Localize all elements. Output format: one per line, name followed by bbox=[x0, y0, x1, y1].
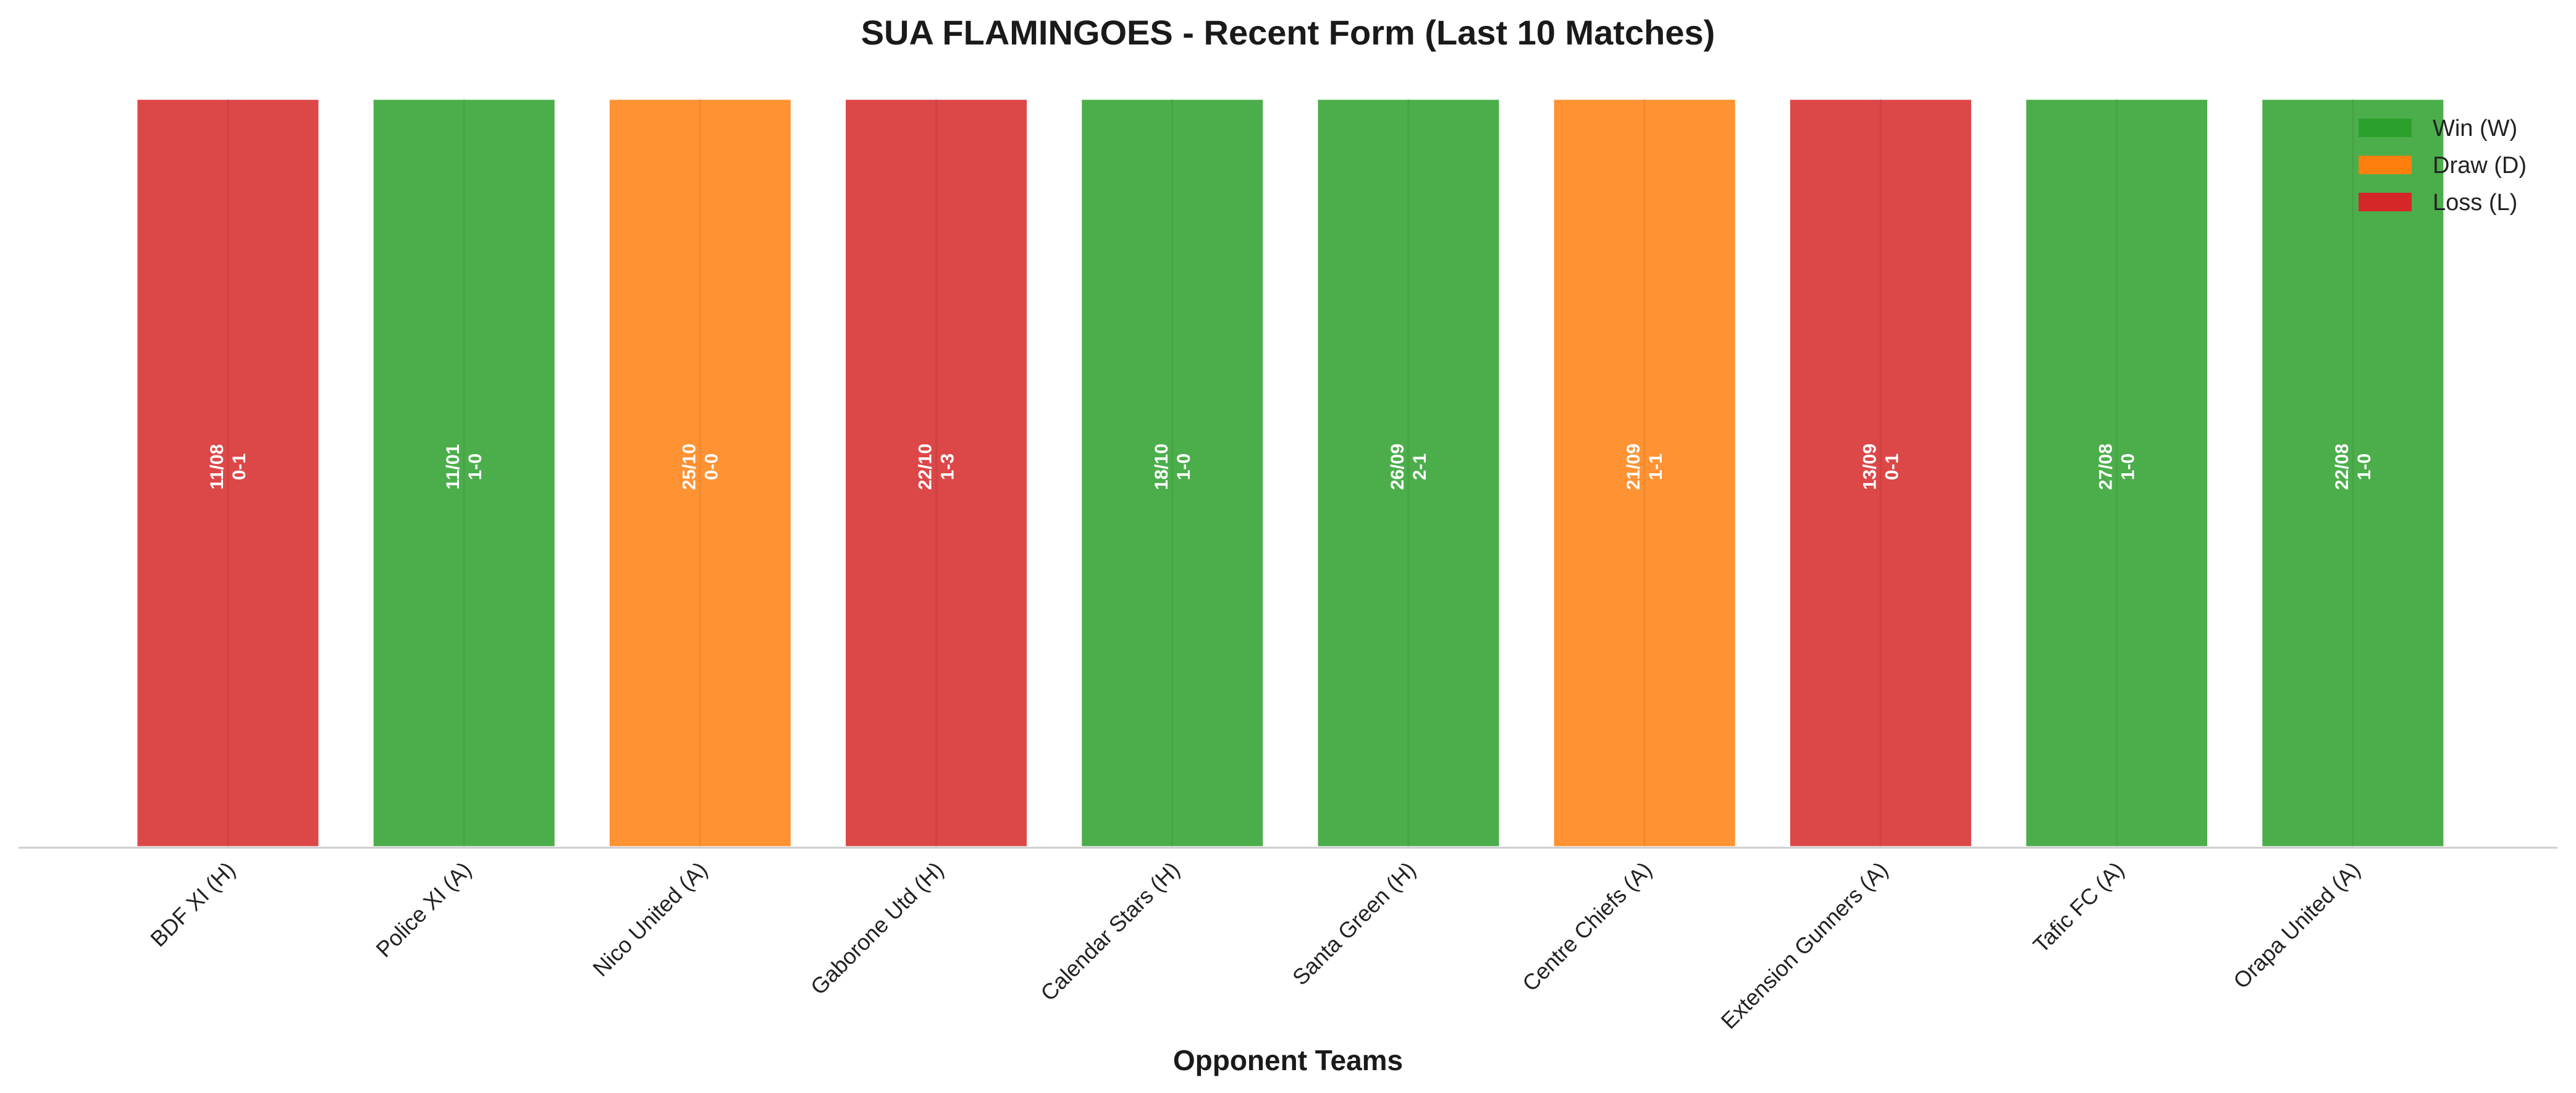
bar-label-9: 27/08 1-0 bbox=[2096, 444, 2139, 490]
bar-10 bbox=[2259, 96, 2447, 850]
x-tick-label-2: Police XI (A) bbox=[371, 857, 476, 962]
bar-score: 1-0 bbox=[2118, 454, 2139, 480]
bar-label-4: 22/10 1-3 bbox=[915, 444, 958, 490]
x-tick-label-4: Gaborone Utd (H) bbox=[806, 857, 948, 1000]
x-tick-label-10: Orapa United (A) bbox=[2228, 857, 2365, 994]
bars-group: 11/08 0-1 11/01 1-0 25/10 0-0 22/10 1-3 18/10 1-0… bbox=[134, 96, 2447, 850]
legend-swatch-w bbox=[2359, 119, 2412, 137]
bar-7 bbox=[1551, 96, 1738, 850]
chart-title: SUA FLAMINGOES - Recent Form (Last 10 Ma… bbox=[861, 13, 1715, 52]
legend-swatch-d bbox=[2359, 156, 2412, 174]
bar-date: 11/01 bbox=[443, 444, 463, 489]
bar-2 bbox=[370, 96, 558, 850]
bar-score: 0-0 bbox=[701, 454, 722, 480]
bar-score: 1-0 bbox=[2354, 454, 2375, 480]
bar-label-6: 26/09 2-1 bbox=[1387, 444, 1430, 490]
bar-date: 18/10 bbox=[1151, 444, 1172, 490]
bar-label-5: 18/10 1-0 bbox=[1151, 444, 1194, 490]
legend-label-d: Draw (D) bbox=[2433, 153, 2527, 179]
bar-score: 1-0 bbox=[465, 454, 486, 480]
bar-score: 0-1 bbox=[1882, 454, 1902, 480]
x-tick-label-7: Centre Chiefs (A) bbox=[1517, 857, 1657, 997]
x-tick-label-3: Nico United (A) bbox=[587, 857, 712, 982]
bar-score: 2-1 bbox=[1410, 454, 1430, 480]
bar-date: 11/08 bbox=[207, 444, 227, 489]
bar-label-3: 25/10 0-0 bbox=[679, 444, 722, 490]
x-tick-label-8: Extension Gunners (A) bbox=[1716, 857, 1893, 1034]
bar-1 bbox=[134, 96, 322, 850]
x-tick-label-1: BDF XI (H) bbox=[145, 857, 240, 952]
bar-date: 22/08 bbox=[2332, 444, 2352, 490]
bar-label-7: 21/09 1-1 bbox=[1623, 444, 1666, 490]
x-tick-label-6: Santa Green (H) bbox=[1287, 857, 1421, 990]
bar-label-10: 22/08 1-0 bbox=[2332, 444, 2375, 490]
x-axis-label: Opponent Teams bbox=[1173, 1044, 1403, 1076]
bar-6 bbox=[1315, 96, 1502, 850]
bar-date: 27/08 bbox=[2096, 444, 2116, 490]
bar-date: 13/09 bbox=[1859, 444, 1880, 490]
bar-3 bbox=[606, 96, 794, 850]
bar-date: 22/10 bbox=[915, 444, 936, 490]
bar-label-8: 13/09 0-1 bbox=[1859, 444, 1902, 490]
bar-label-2: 11/01 1-0 bbox=[443, 444, 486, 489]
bar-date: 21/09 bbox=[1623, 444, 1644, 490]
legend: Win (W) Draw (D) Loss (L) bbox=[2359, 116, 2527, 216]
tick-labels-group: BDF XI (H) Police XI (A) Nico United (A) Ga… bbox=[145, 857, 2365, 1034]
legend-label-l: Loss (L) bbox=[2433, 190, 2517, 216]
bar-5 bbox=[1079, 96, 1266, 850]
bar-score: 0-1 bbox=[229, 454, 250, 480]
bar-date: 26/09 bbox=[1387, 444, 1408, 490]
bar-4 bbox=[843, 96, 1030, 850]
legend-swatch-l bbox=[2359, 193, 2412, 211]
legend-label-w: Win (W) bbox=[2433, 116, 2517, 141]
bar-date: 25/10 bbox=[679, 444, 699, 490]
bar-label-1: 11/08 0-1 bbox=[207, 444, 250, 489]
bar-score: 1-3 bbox=[938, 454, 958, 480]
x-tick-label-5: Calendar Stars (H) bbox=[1035, 857, 1184, 1006]
bar-score: 1-1 bbox=[1646, 454, 1666, 480]
bar-score: 1-0 bbox=[1174, 454, 1194, 480]
x-tick-label-9: Tafic FC (A) bbox=[2028, 857, 2129, 958]
